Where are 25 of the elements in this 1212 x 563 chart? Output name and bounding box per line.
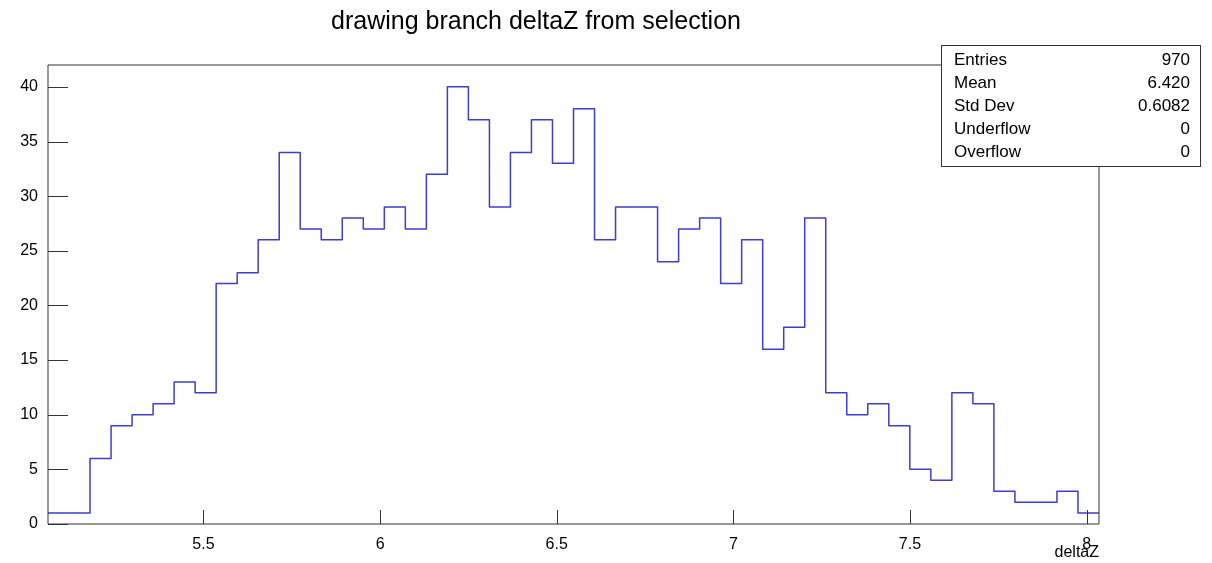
x-tick-label: 6: [375, 535, 385, 553]
y-tick-label: 25: [20, 241, 39, 259]
text: 6.420: [1147, 72, 1190, 94]
chart-title: drawing branch deltaZ from selection: [330, 6, 742, 35]
y-tick-label: 15: [20, 350, 39, 368]
annotation: Mean: [954, 72, 997, 94]
text: 0.6082: [1138, 95, 1190, 117]
y-tick-label: 20: [20, 295, 39, 313]
y-tick-label: 0: [29, 514, 39, 532]
annotation: Std Dev: [954, 95, 1015, 117]
annotation: Overflow: [954, 141, 1022, 163]
text: 0: [1180, 141, 1190, 163]
x-tick-label: 7: [728, 535, 738, 553]
x-tick-label: 7.5: [898, 535, 922, 553]
annotation: Entries: [954, 49, 1007, 71]
x-tick-label: 6.5: [545, 535, 568, 553]
text: 0: [1180, 118, 1190, 140]
x-tick-label: 5.5: [192, 535, 215, 553]
y-tick-label: 5: [29, 459, 39, 477]
annotation: Underflow: [954, 118, 1031, 140]
text: 970: [1161, 49, 1190, 71]
y-tick-label: 40: [20, 77, 39, 95]
y-tick-label: 30: [20, 186, 39, 204]
y-tick-label: 10: [20, 405, 39, 423]
y-tick-label: 35: [20, 131, 39, 149]
